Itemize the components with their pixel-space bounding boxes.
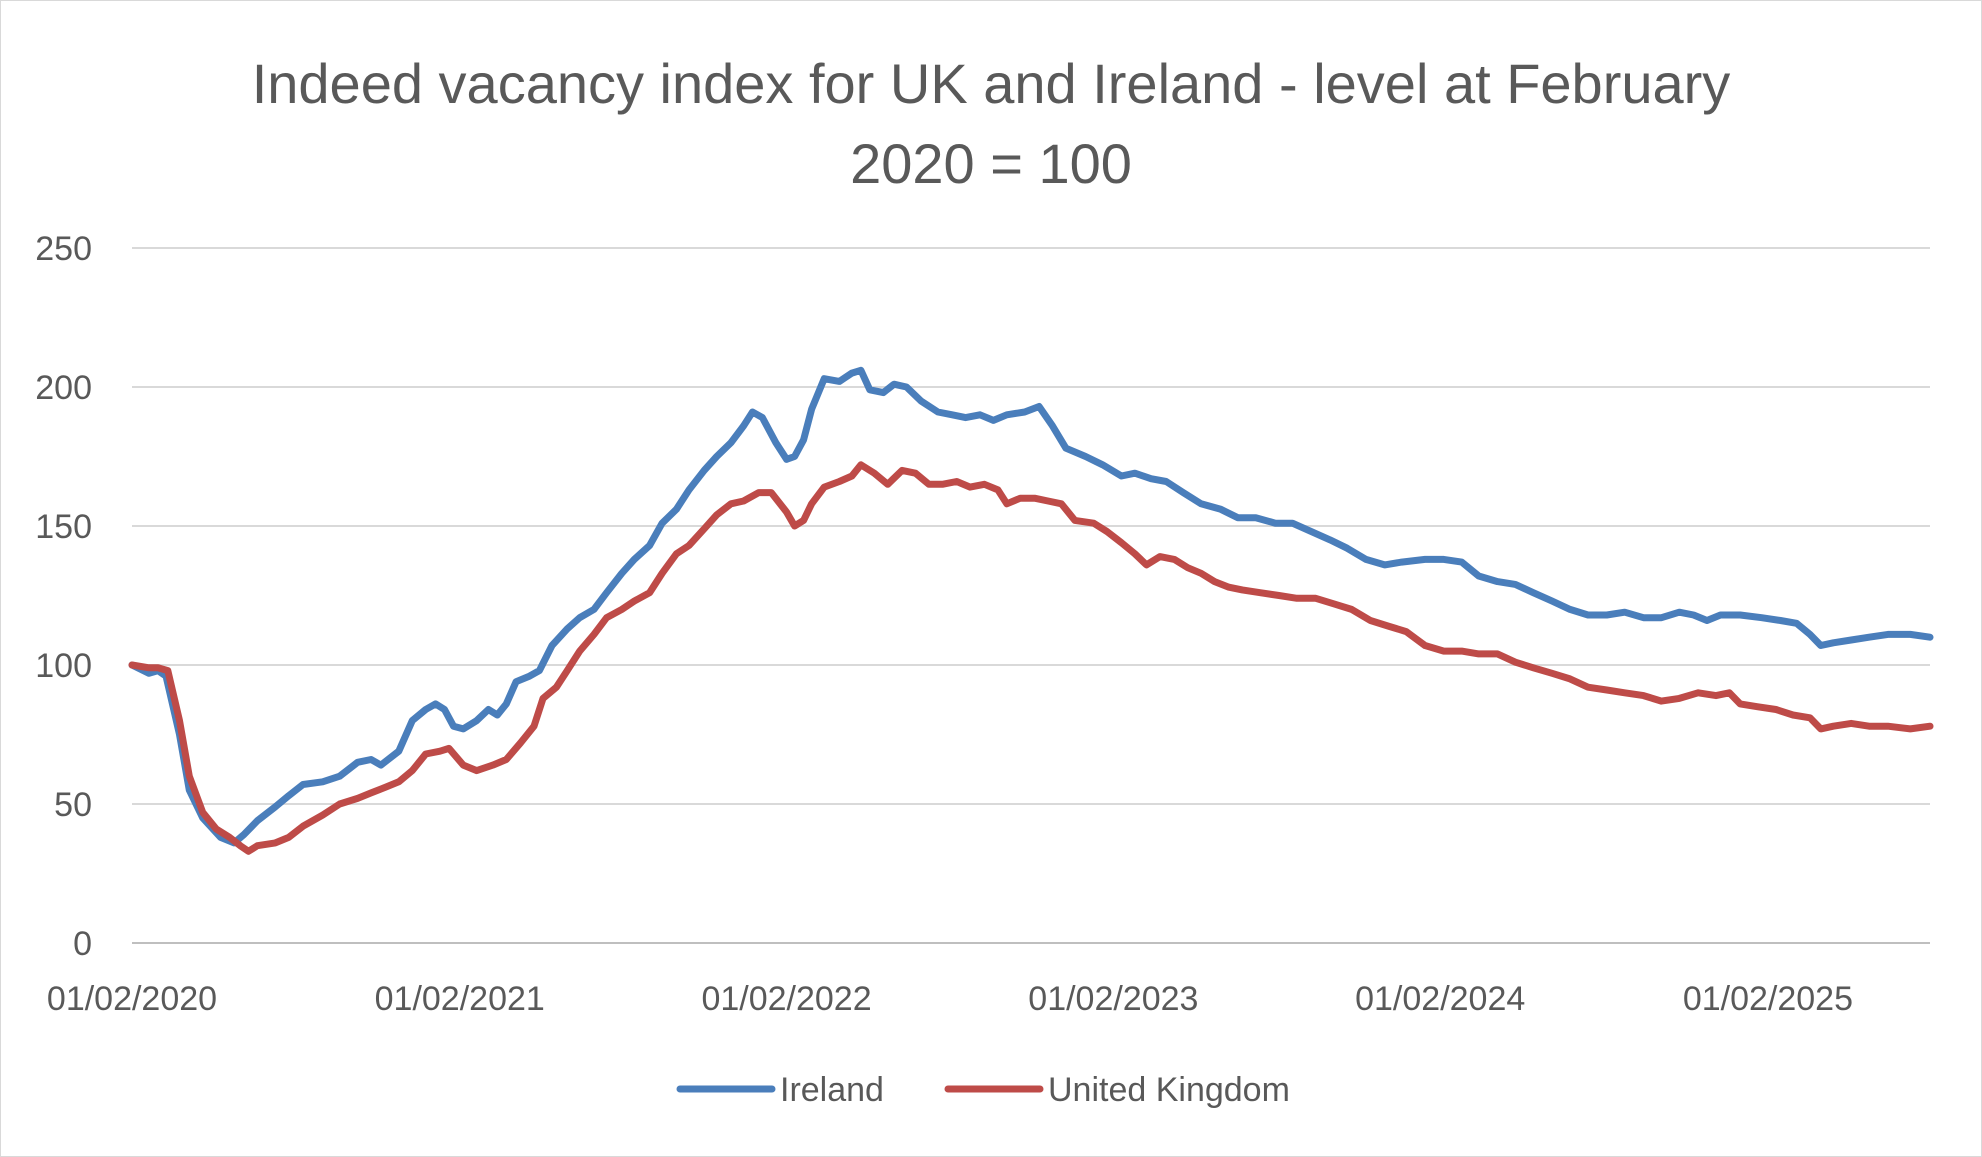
x-tick-label: 01/02/2022 [701, 980, 871, 1018]
chart-title-line-1: Indeed vacancy index for UK and Ireland … [251, 52, 1731, 115]
chart-title-line-2: 2020 = 100 [850, 132, 1132, 195]
y-tick-label: 250 [35, 230, 92, 268]
y-tick-label: 50 [54, 786, 92, 824]
y-axis-ticks: 0 50 100 150 200 250 [35, 230, 92, 963]
x-tick-label: 01/02/2021 [375, 980, 545, 1018]
gridlines [132, 247, 1930, 944]
series-lines [128, 366, 1934, 855]
y-tick-label: 100 [35, 647, 92, 685]
y-tick-label: 200 [35, 369, 92, 407]
y-tick-label: 150 [35, 508, 92, 546]
x-tick-label: 01/02/2023 [1028, 980, 1198, 1018]
x-tick-label: 01/02/2024 [1355, 980, 1525, 1018]
series-line-united-kingdom [128, 461, 1934, 855]
x-tick-label: 01/02/2025 [1683, 980, 1853, 1018]
series-line-ireland [128, 366, 1934, 847]
legend-label-united-kingdom: United Kingdom [1048, 1071, 1290, 1109]
x-axis-ticks: 01/02/2020 01/02/2021 01/02/2022 01/02/2023… [47, 980, 1853, 1018]
y-tick-label: 0 [73, 925, 92, 963]
legend: Ireland United Kingdom [676, 1071, 1290, 1109]
legend-label-ireland: Ireland [780, 1071, 884, 1109]
chart-title: Indeed vacancy index for UK and Ireland … [0, 44, 1982, 204]
x-tick-label: 01/02/2020 [47, 980, 217, 1018]
